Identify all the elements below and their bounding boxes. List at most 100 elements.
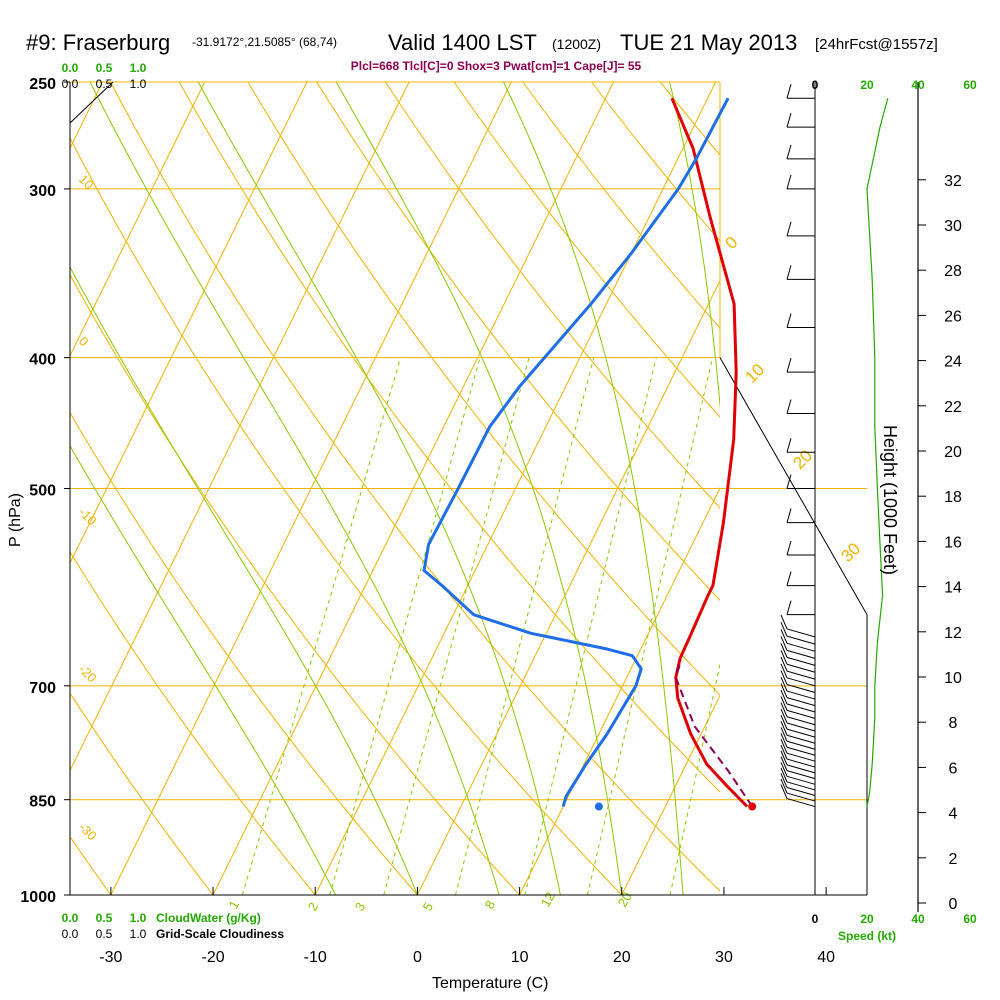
- dry-adiabat-70: [384, 82, 720, 509]
- wind-barb-flag-13: [780, 708, 788, 724]
- wind-barb-16: [786, 703, 816, 713]
- moist-adiabat-20: [335, 82, 623, 895]
- bottom-cloudiness-label: 0.0: [62, 927, 79, 941]
- wind-barb-8: [786, 752, 816, 762]
- moist-adiabat-14: [197, 82, 561, 895]
- isotherm--30: [110, 82, 512, 895]
- height-tick-label: 0: [949, 896, 958, 913]
- moist-adiabat-0: [70, 266, 418, 895]
- wind-barb-flag-19: [780, 670, 788, 685]
- height-tick-label: 22: [944, 399, 962, 416]
- x-tick-label: 20: [613, 949, 631, 966]
- dry-adiabat-90: [522, 82, 720, 329]
- wind-barb-flag-3: [780, 767, 788, 783]
- wind-barb-flag-40: [786, 144, 792, 159]
- dry-adiabat-10: [70, 273, 520, 895]
- x-axis-label: Temperature (C): [432, 975, 548, 992]
- isotherm-label-2: -10: [76, 505, 100, 529]
- mixing-ratio-12: [586, 357, 714, 895]
- cloud-scales: 0.0 0.5 1.0 0.0 0.5 1.0 0.0 0.5 1.0 0.0 0.5 1.0 Clou…: [62, 61, 285, 941]
- pressure-axis: 250 300 400 500 700 850 1000: [20, 76, 70, 906]
- wind-barb-18: [786, 690, 816, 700]
- wind-barb-2: [786, 787, 816, 797]
- wind-barb-1: [786, 792, 816, 802]
- wind-barb-flag-28: [786, 600, 792, 615]
- height-tick-label: 16: [944, 534, 962, 551]
- surface-marker-0: [748, 802, 757, 811]
- height-tick-label: 10: [944, 670, 962, 687]
- theta-label-0: 0: [721, 233, 741, 253]
- speed-top-label: 0: [812, 78, 819, 92]
- wind-barb-flag-33: [786, 438, 792, 453]
- wind-barb-flag-37: [786, 265, 792, 280]
- top-cloudwater-label: 0.5: [96, 61, 113, 75]
- wind-barb-flag-21: [780, 656, 788, 672]
- x-tick-label: -10: [304, 949, 327, 966]
- wind-barb-10: [786, 740, 816, 750]
- wind-barb-flag-7: [780, 744, 788, 760]
- p-tick-label: 300: [29, 183, 56, 200]
- mixing-ratio-1: [241, 357, 402, 895]
- wind-barb-flag-39: [786, 174, 792, 190]
- moist-adiabat-8: [89, 82, 500, 895]
- wind-barb-flag-30: [786, 540, 792, 556]
- wind-barb-24: [786, 649, 816, 659]
- wind-barb-21: [786, 670, 816, 680]
- wind-barb-26: [786, 635, 816, 645]
- wind-barb-flag-36: [786, 313, 792, 328]
- wind-barb-flag-38: [786, 221, 792, 237]
- wind-barb-20: [786, 677, 816, 687]
- wind-barb-3: [786, 781, 816, 791]
- height-tick-label: 14: [944, 580, 962, 597]
- bottom-cloudiness-label: 1.0: [130, 927, 147, 941]
- lower-right-frame: [719, 357, 868, 895]
- station-coords: -31.9172°,21.5085° (68,74): [192, 35, 337, 49]
- dry-adiabat--40: [0, 82, 9, 895]
- valid-date: TUE 21 May 2013: [620, 30, 797, 55]
- temperature-axis: -30 -20 -10 0 10 20 30 40: [70, 887, 867, 966]
- wind-barb-25: [786, 642, 816, 652]
- wind-barb-6: [786, 764, 816, 774]
- isotherm-50: [928, 82, 1000, 895]
- wind-barb-14: [786, 716, 816, 726]
- top-cloudwater-label: 0.0: [62, 61, 79, 75]
- wind-barb-9: [786, 746, 816, 756]
- wind-barbs: [780, 84, 889, 808]
- wind-barb-flag-17: [780, 683, 788, 698]
- height-tick-label: 18: [944, 489, 962, 506]
- p-tick-label: 1000: [20, 889, 56, 906]
- speed-top-label: 20: [860, 78, 874, 92]
- wind-barb-15: [786, 709, 816, 719]
- bottom-cloudwater-label: 0.0: [62, 911, 79, 925]
- x-tick-label: 40: [817, 949, 835, 966]
- height-tick-label: 6: [949, 760, 958, 777]
- dry-adiabat--20: [70, 692, 214, 895]
- speed-bottom-label: 0: [812, 912, 819, 926]
- dry-adiabat-50: [247, 82, 720, 696]
- bottom-cloudiness-label: 0.5: [96, 927, 113, 941]
- wind-barb-19: [786, 684, 816, 693]
- x-tick-label: -30: [99, 949, 122, 966]
- speed-bottom-label: 20: [860, 912, 874, 926]
- series-dewpoint: [422, 97, 730, 807]
- wind-barb-27: [786, 628, 816, 638]
- dry-adiabat-30: [110, 82, 720, 892]
- height-tick-label: 24: [944, 354, 962, 371]
- moist-adiabat-32: [669, 82, 720, 411]
- station-title: #9: Fraserburg: [26, 30, 170, 55]
- wind-barb-flag-2: [780, 773, 788, 788]
- wind-barb-flag-0: [780, 784, 788, 799]
- p-tick-label: 500: [29, 483, 56, 500]
- wind-barb-flag-15: [780, 696, 788, 711]
- wind-barb-flag-16: [780, 689, 788, 705]
- wind-barb-flag-1: [780, 778, 788, 794]
- isotherm--40: [70, 82, 410, 772]
- theta-label-3: 30: [837, 539, 864, 566]
- speed-bottom-label: 60: [963, 912, 977, 926]
- height-tick-label: 12: [944, 625, 962, 642]
- wind-barb-17: [786, 697, 816, 707]
- top-cloudiness-label: 0.5: [96, 77, 113, 91]
- wind-barb-7: [786, 758, 816, 768]
- bottom-cloudwater-label: 0.5: [96, 911, 113, 925]
